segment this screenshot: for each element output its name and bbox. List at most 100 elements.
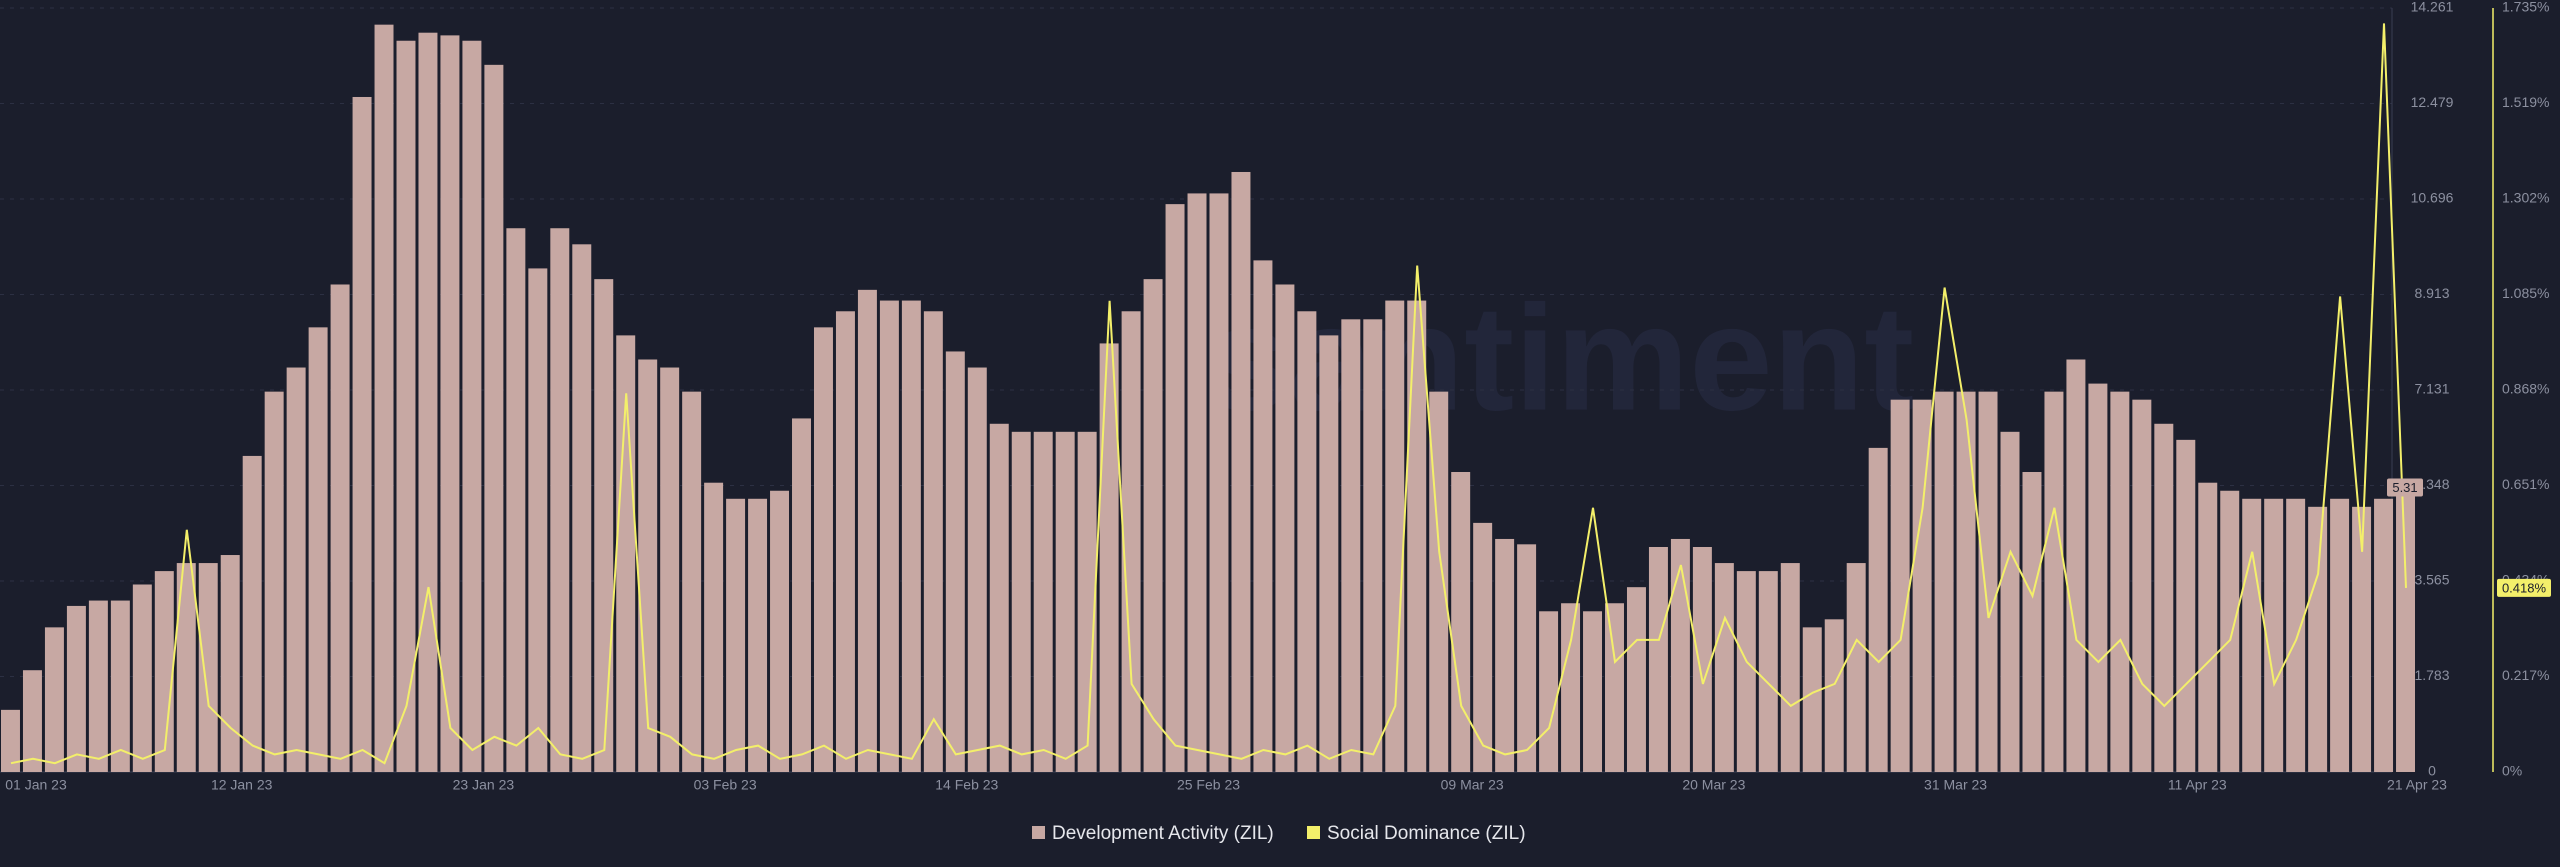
bar [1736, 571, 1756, 772]
bar [2286, 498, 2306, 772]
y-tick-label: 0 [2428, 763, 2436, 779]
x-tick-label: 20 Mar 23 [1682, 777, 1745, 793]
y2-tick-label: 1.302% [2502, 189, 2549, 205]
bar [2132, 399, 2152, 772]
y-tick-label: 14.261 [2411, 0, 2454, 15]
value-badge-label: 5.31 [2392, 480, 2417, 495]
bar [1407, 300, 1427, 772]
bar [1363, 319, 1383, 772]
bar [967, 367, 987, 772]
bar [1605, 603, 1624, 772]
bar [1319, 335, 1339, 772]
bar [1165, 204, 1185, 772]
y-tick-label: 10.696 [2411, 190, 2454, 206]
bar [792, 418, 811, 772]
bar [242, 455, 262, 772]
bar [594, 279, 614, 772]
line [10, 23, 2407, 765]
bar [506, 228, 526, 772]
bar [572, 244, 592, 773]
bar [1121, 311, 1141, 772]
bar [2330, 498, 2350, 772]
y2-tick-label: 1.735% [2502, 0, 2549, 15]
bar [1583, 611, 1603, 772]
bar [1714, 563, 1734, 772]
bar [989, 423, 1009, 772]
bar [1473, 522, 1493, 772]
x-tick-label: 31 Mar 23 [1924, 777, 1987, 793]
bar [2088, 383, 2108, 772]
bar [1209, 193, 1229, 773]
bar [2352, 506, 2372, 772]
bar [330, 284, 350, 772]
x-tick-label: 03 Feb 23 [694, 777, 757, 793]
bar [440, 35, 460, 773]
bar [1890, 399, 1910, 772]
x-tick-label: 09 Mar 23 [1441, 777, 1504, 793]
bar [1187, 193, 1207, 773]
bar [1539, 611, 1559, 772]
y2-tick-label: 1.085% [2502, 285, 2549, 301]
bar [2066, 359, 2086, 772]
bar [154, 571, 174, 772]
bar [1297, 311, 1317, 772]
bar [1055, 431, 1075, 772]
bar [374, 24, 394, 772]
bar [2176, 439, 2196, 772]
x-tick-label: 25 Feb 23 [1177, 777, 1240, 793]
bar [418, 32, 438, 772]
bar [945, 351, 965, 772]
bar [132, 584, 152, 772]
y-tick-label: 7.131 [2414, 381, 2449, 397]
bar [176, 563, 196, 772]
bar [770, 490, 790, 772]
legend-label: Social Dominance (ZIL) [1327, 823, 1526, 844]
bar [2242, 498, 2262, 772]
bar [1517, 544, 1537, 772]
value-badge [2387, 478, 2423, 497]
bar [66, 605, 86, 772]
x-tick-label: 11 Apr 23 [2168, 777, 2227, 793]
bar [1846, 563, 1866, 772]
bar [660, 367, 680, 772]
bar [1495, 538, 1515, 772]
bar [1143, 279, 1163, 772]
bar [528, 268, 548, 772]
bar [1033, 431, 1053, 772]
bar [88, 600, 108, 772]
bar [484, 64, 504, 772]
y-tick-label: 12.479 [2411, 94, 2454, 110]
bar [1341, 319, 1361, 772]
bar [22, 670, 42, 772]
bar [682, 391, 702, 772]
bar [44, 627, 64, 772]
value-badge-label: 0.418% [2502, 580, 2547, 595]
bar [2044, 391, 2064, 772]
bar [1253, 260, 1273, 772]
y-tick-label: 5.348 [2414, 476, 2449, 492]
bar [396, 40, 416, 772]
legend-label: Development Activity (ZIL) [1052, 823, 1274, 844]
bar [835, 311, 855, 772]
bar [1626, 587, 1646, 772]
bar [2154, 423, 2174, 772]
bar [1099, 343, 1119, 772]
bar [638, 359, 658, 772]
y-tick-label: 8.913 [2414, 285, 2449, 301]
bar [2396, 487, 2415, 772]
bar [462, 40, 482, 772]
bar [923, 311, 943, 772]
bar [1912, 399, 1932, 772]
bar [2220, 490, 2240, 772]
bar [1780, 563, 1800, 772]
bar [1275, 284, 1295, 772]
bar [2110, 391, 2130, 772]
bar [352, 96, 372, 772]
bar [220, 555, 240, 772]
bar [1385, 300, 1405, 772]
bar [1, 709, 20, 772]
bar [879, 300, 899, 772]
bar [748, 498, 768, 772]
